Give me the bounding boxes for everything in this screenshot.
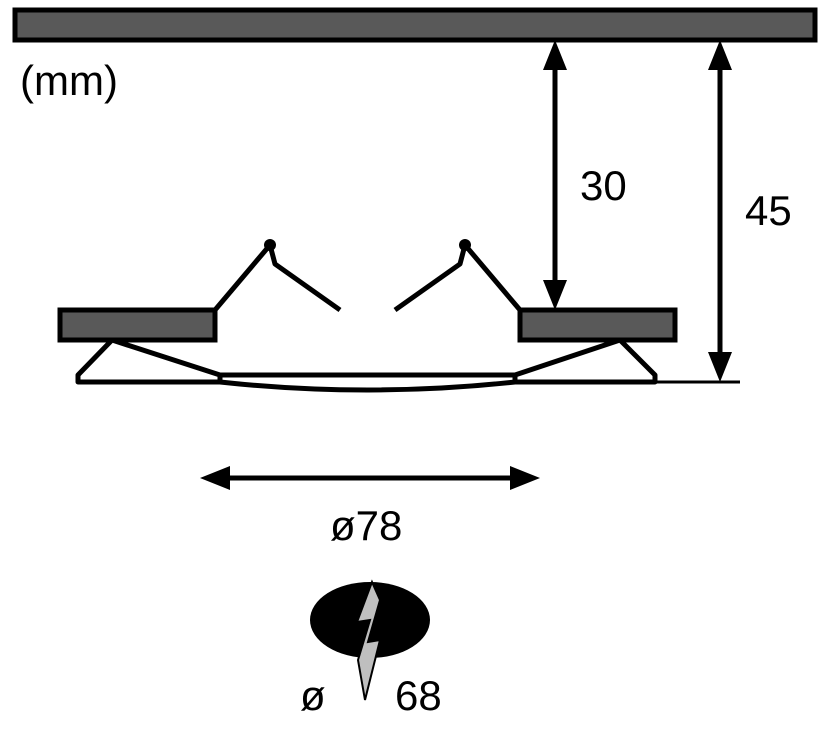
unit-label: (mm) (20, 57, 118, 104)
ceiling-bar (15, 10, 815, 40)
bezel-left (78, 340, 220, 382)
dimension-30: 30 (543, 40, 627, 310)
clip-dot-right (459, 239, 471, 251)
dim-45-label: 45 (745, 187, 792, 234)
clip-dot-left (264, 239, 276, 251)
dim-68-value: 68 (395, 672, 442, 719)
fixture-ring-left (60, 310, 215, 340)
dim-78-label: ø78 (330, 502, 402, 549)
spring-clip-left (215, 245, 340, 310)
diagram-container: (mm) 30 45 ø78 ø 68 (0, 0, 836, 747)
bezel-right (515, 340, 655, 382)
dimension-78: ø78 (200, 466, 540, 549)
fixture-ring-right (520, 310, 675, 340)
dimension-45: 45 (708, 40, 792, 382)
spring-clip-right (395, 245, 520, 310)
dim-68-prefix: ø (300, 672, 326, 719)
drill-icon: ø 68 (300, 582, 442, 719)
bezel-bottom-arc (220, 382, 515, 390)
dim-30-label: 30 (580, 162, 627, 209)
technical-drawing: (mm) 30 45 ø78 ø 68 (0, 0, 836, 747)
